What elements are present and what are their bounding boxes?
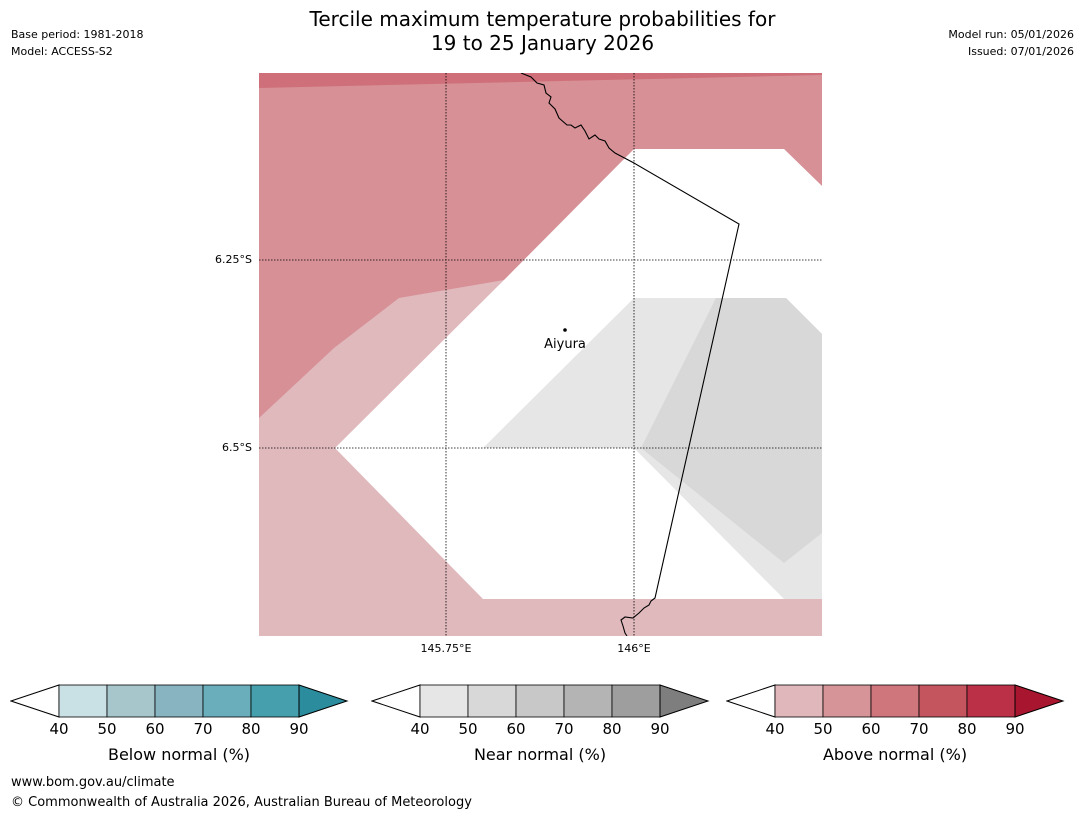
colorbar-below-svg xyxy=(10,684,349,718)
colorbar-near-high-arrow xyxy=(659,684,710,718)
cb-above-tick: 40 xyxy=(765,720,785,738)
base-period: Base period: 1981-2018 xyxy=(11,28,144,41)
colorbar-above-bin-4 xyxy=(918,684,968,718)
cb-near-tick: 50 xyxy=(458,720,478,738)
colorbar-below-bin-3 xyxy=(154,684,204,718)
colorbar-above-bin-5 xyxy=(966,684,1016,718)
header-meta-left: Base period: 1981-2018 Model: ACCESS-S2 xyxy=(11,26,143,60)
map-panel[interactable] xyxy=(259,73,822,636)
lat-label-6-25: 6.25°S xyxy=(215,253,252,266)
colorbar-above-svg xyxy=(726,684,1065,718)
colorbar-below-low-arrow xyxy=(10,684,60,718)
cb-below-tick: 40 xyxy=(49,720,69,738)
cb-near-tick: 80 xyxy=(602,720,622,738)
cb-below-title: Below normal (%) xyxy=(107,745,251,764)
colorbar-below-high-arrow xyxy=(298,684,349,718)
footer-copyright: © Commonwealth of Australia 2026, Austra… xyxy=(11,795,472,810)
region-near-50 xyxy=(641,298,822,563)
place-label: Aiyura xyxy=(544,337,586,352)
colorbar-below-bin-4 xyxy=(202,684,252,718)
cb-below-tick: 50 xyxy=(97,720,117,738)
cb-above-tick: 90 xyxy=(1005,720,1025,738)
cb-above-tick: 50 xyxy=(813,720,833,738)
border-line xyxy=(520,73,740,636)
colorbar-near-bin-2 xyxy=(467,684,517,718)
colorbar-near-bin-5 xyxy=(611,684,661,718)
cb-near-tick: 40 xyxy=(410,720,430,738)
issued-date: Issued: 07/01/2026 xyxy=(967,45,1074,58)
cb-above-tick: 60 xyxy=(861,720,881,738)
graticule xyxy=(259,73,822,636)
cb-below-tick: 80 xyxy=(241,720,261,738)
colorbar-above-low-arrow xyxy=(726,684,776,718)
colorbar-below-bin-1 xyxy=(58,684,108,718)
colorbar-near-svg xyxy=(371,684,710,718)
cb-below-tick: 70 xyxy=(193,720,213,738)
colorbar-near-bin-1 xyxy=(419,684,469,718)
colorbar-above-bin-3 xyxy=(870,684,920,718)
footer-url[interactable]: www.bom.gov.au/climate xyxy=(11,775,175,790)
colorbar-near-bin-4 xyxy=(563,684,613,718)
model-name: Model: ACCESS-S2 xyxy=(11,45,113,58)
map-title-line2: 19 to 25 January 2026 xyxy=(430,31,655,55)
map-title-line1: Tercile maximum temperature probabilitie… xyxy=(309,7,776,31)
colorbar-above-bin-2 xyxy=(822,684,872,718)
colorbar-below-bin-5 xyxy=(250,684,300,718)
model-run: Model run: 05/01/2026 xyxy=(948,28,1074,41)
region-above-60 xyxy=(259,73,822,88)
header-meta-right: Model run: 05/01/2026 Issued: 07/01/2026 xyxy=(948,26,1074,60)
colorbar-near-bin-3 xyxy=(515,684,565,718)
colorbar-above-bin-1 xyxy=(774,684,824,718)
cb-below-tick: 60 xyxy=(145,720,165,738)
cb-near-tick: 90 xyxy=(650,720,670,738)
cb-below-tick: 90 xyxy=(289,720,309,738)
lat-label-6-5: 6.5°S xyxy=(222,441,252,454)
cb-above-title: Above normal (%) xyxy=(822,745,968,764)
cb-near-tick: 60 xyxy=(506,720,526,738)
cb-above-tick: 70 xyxy=(909,720,929,738)
map-svg xyxy=(259,73,822,636)
colorbar-below-bin-2 xyxy=(106,684,156,718)
colorbar-near-low-arrow xyxy=(371,684,421,718)
cb-above-tick: 80 xyxy=(957,720,977,738)
cb-near-title: Near normal (%) xyxy=(473,745,607,764)
lon-label-145-75: 145.75°E xyxy=(420,642,472,655)
lon-label-146: 146°E xyxy=(617,642,651,655)
place-marker xyxy=(563,328,567,332)
colorbar-above-high-arrow xyxy=(1014,684,1065,718)
cb-near-tick: 70 xyxy=(554,720,574,738)
